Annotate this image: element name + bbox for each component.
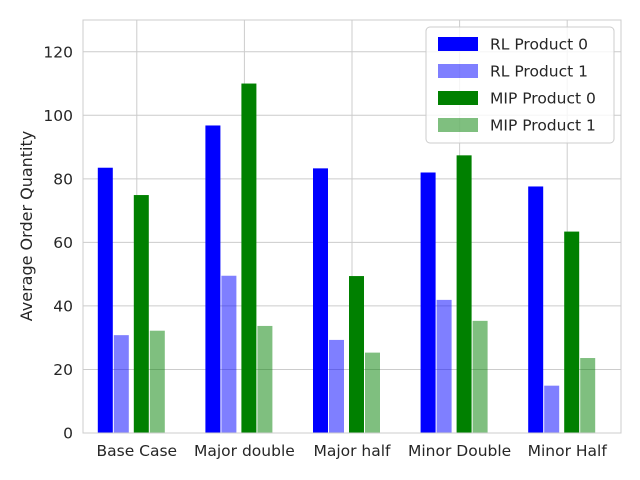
bar-rl-product-0-major-half	[313, 168, 328, 433]
legend-swatch	[438, 91, 478, 105]
y-tick-label: 60	[53, 234, 73, 252]
plot-frame	[82, 19, 622, 434]
bar-rl-product-1-major-half	[329, 339, 344, 433]
y-tick-label: 80	[53, 170, 73, 188]
x-tick-label: Base Case	[96, 442, 177, 460]
legend-label: MIP Product 0	[490, 90, 596, 108]
x-tick-label: Major half	[313, 442, 391, 460]
x-tick-label: Minor Half	[528, 442, 608, 460]
y-axis-label: Average Order Quantity	[17, 131, 36, 321]
y-tick-label: 0	[63, 425, 73, 443]
legend-label: RL Product 1	[490, 63, 588, 81]
bar-mip-product-0-base-case	[133, 195, 149, 433]
legend-box	[425, 26, 615, 144]
y-tick-label: 100	[43, 107, 73, 125]
bar-mip-product-0-major-double	[241, 83, 257, 434]
legend-label: MIP Product 1	[490, 117, 596, 135]
x-tick-label: Major double	[194, 442, 295, 460]
bars-group	[97, 83, 596, 434]
legend-label: RL Product 0	[490, 36, 588, 54]
legend-swatch	[438, 37, 478, 51]
y-tick-label: 40	[53, 297, 73, 315]
bar-rl-product-0-minor-half	[528, 186, 544, 433]
bar-rl-product-0-major-double	[205, 125, 221, 433]
bar-rl-product-0-minor-double	[420, 172, 436, 433]
bar-rl-product-1-major-double	[221, 275, 237, 433]
bar-rl-product-1-base-case	[113, 335, 129, 433]
bar-rl-product-1-minor-half	[544, 385, 560, 433]
bar-mip-product-1-base-case	[149, 330, 165, 433]
y-tick-label: 20	[53, 361, 73, 379]
x-tick-labels: Base Case Major double Major half Minor Dou…	[96, 442, 607, 460]
bar-rl-product-0-base-case	[97, 167, 113, 433]
bar-mip-product-1-minor-half	[580, 358, 596, 433]
y-tick-label: 120	[43, 43, 73, 61]
bar-rl-product-1-minor-double	[436, 299, 452, 433]
bar-mip-product-0-major-half	[349, 276, 364, 433]
bar-mip-product-1-major-double	[257, 325, 273, 433]
bar-mip-product-1-major-half	[365, 352, 380, 433]
legend-swatch	[438, 118, 478, 132]
x-tick-label: Minor Double	[408, 442, 511, 460]
bar-mip-product-1-minor-double	[472, 320, 488, 433]
bar-mip-product-0-minor-double	[456, 155, 472, 434]
bar-mip-product-0-minor-half	[564, 231, 580, 433]
legend: RL Product 0 RL Product 1 MIP Product 0 MIP…	[425, 26, 615, 144]
y-tick-labels: 0 20 40 60 80 100 120	[43, 43, 73, 442]
legend-swatch	[438, 64, 478, 78]
